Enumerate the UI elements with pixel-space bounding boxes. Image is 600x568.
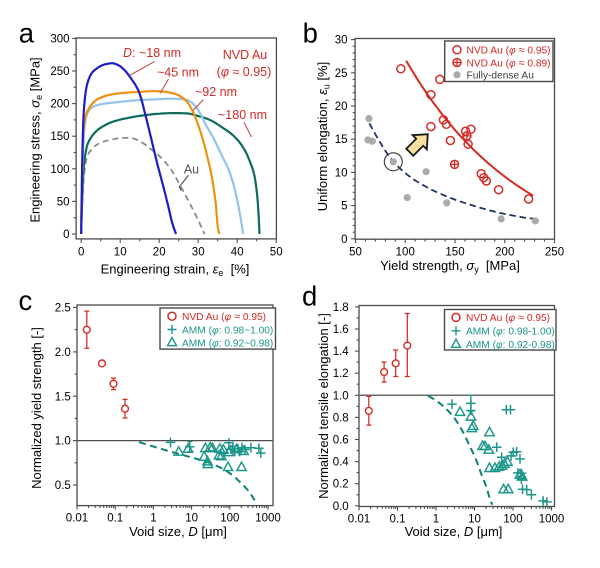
svg-text:Fully-dense Au: Fully-dense Au [467,71,534,82]
svg-text:100: 100 [503,514,522,526]
svg-text:a: a [19,17,35,48]
svg-text:Engineering strain, εe [%]: Engineering strain, εe [%] [101,262,250,279]
svg-text:0.1: 0.1 [390,514,406,526]
svg-text:d: d [302,281,317,312]
svg-text:1: 1 [150,513,156,525]
svg-text:AMM (φ: 0.98-1.00): AMM (φ: 0.98-1.00) [466,327,555,338]
svg-text:50: 50 [57,196,70,208]
svg-text:AMM (φ: 0.92~0.98): AMM (φ: 0.92~0.98) [182,338,273,349]
svg-text:20: 20 [153,246,166,258]
svg-text:Normalized yield strength [-]: Normalized yield strength [-] [29,327,44,489]
svg-text:~92 nm: ~92 nm [195,85,237,99]
svg-text:0.01: 0.01 [348,514,370,526]
svg-text:10: 10 [335,167,348,179]
svg-text:15: 15 [335,134,348,146]
svg-text:D: ~18 nm: D: ~18 nm [123,46,181,60]
svg-text:0.01: 0.01 [66,513,88,525]
svg-text:50: 50 [270,246,283,258]
svg-text:0.1: 0.1 [107,513,123,525]
svg-text:Void size, D [μm]: Void size, D [μm] [129,524,227,539]
svg-text:NVD Au (φ ≈ 0.95): NVD Au (φ ≈ 0.95) [466,312,550,324]
svg-text:Uniform elongation, εu [%]: Uniform elongation, εu [%] [315,62,332,211]
svg-text:NVD Au (φ ≈ 0.95): NVD Au (φ ≈ 0.95) [182,311,266,323]
svg-text:(φ ≈ 0.95): (φ ≈ 0.95) [217,65,272,79]
svg-text:AMM (φ: 0.92-0.98): AMM (φ: 0.92-0.98) [466,340,555,351]
svg-text:1000: 1000 [539,514,565,526]
svg-text:~180 nm: ~180 nm [218,108,267,122]
svg-text:200: 200 [495,247,514,259]
svg-text:1.8: 1.8 [333,302,349,314]
svg-text:0: 0 [63,229,69,241]
svg-text:1.0: 1.0 [333,390,349,402]
svg-text:1.5: 1.5 [55,391,71,403]
svg-text:30: 30 [192,246,205,258]
svg-text:Yield strength, σy [MPa]: Yield strength, σy [MPa] [380,258,520,275]
svg-text:25: 25 [335,68,348,80]
svg-text:c: c [19,285,33,316]
svg-text:1000: 1000 [255,513,281,525]
svg-text:0.2: 0.2 [333,479,349,491]
svg-text:0.4: 0.4 [333,457,350,469]
svg-text:10: 10 [185,513,198,525]
svg-text:0.6: 0.6 [333,435,349,447]
svg-text:1.2: 1.2 [333,368,349,380]
svg-text:250: 250 [50,66,69,78]
svg-text:~45 nm: ~45 nm [157,66,199,80]
svg-text:2.5: 2.5 [55,303,71,315]
svg-text:0.0: 0.0 [333,501,349,513]
svg-text:100: 100 [220,513,239,525]
svg-text:AMM (φ: 0.98~1.00): AMM (φ: 0.98~1.00) [182,325,273,336]
svg-text:100: 100 [396,247,415,259]
svg-text:NVD Au (φ ≈ 0.95): NVD Au (φ ≈ 0.95) [467,45,551,57]
svg-text:10: 10 [468,514,481,526]
svg-text:1: 1 [433,514,439,526]
svg-text:150: 150 [445,247,464,259]
svg-text:50: 50 [349,247,362,259]
svg-text:0.8: 0.8 [333,412,349,424]
svg-text:10: 10 [114,246,127,258]
svg-text:1.6: 1.6 [333,324,349,336]
svg-text:0: 0 [78,246,84,258]
svg-text:150: 150 [50,131,69,143]
svg-text:b: b [303,17,318,48]
svg-text:NVD Au: NVD Au [223,48,268,62]
svg-text:30: 30 [335,35,348,47]
svg-text:Void size, D [μm]: Void size, D [μm] [405,524,503,539]
svg-text:250: 250 [545,247,564,259]
svg-text:NVD Au (φ ≈ 0.89): NVD Au (φ ≈ 0.89) [467,57,551,69]
svg-text:Au: Au [184,163,199,177]
svg-text:1.0: 1.0 [55,436,71,448]
svg-text:1.4: 1.4 [333,346,350,358]
svg-text:2.0: 2.0 [55,347,71,359]
svg-text:5: 5 [341,201,347,213]
svg-text:40: 40 [231,246,244,258]
svg-text:Normalized tensile elongation: Normalized tensile elongation [-] [316,313,331,499]
svg-text:200: 200 [50,99,69,111]
svg-text:0.5: 0.5 [55,480,71,492]
svg-text:20: 20 [335,101,348,113]
svg-text:0: 0 [341,234,347,246]
svg-text:100: 100 [50,164,69,176]
svg-text:300: 300 [50,33,69,45]
svg-text:Engineering stress, σe [MPa]: Engineering stress, σe [MPa] [28,57,45,222]
